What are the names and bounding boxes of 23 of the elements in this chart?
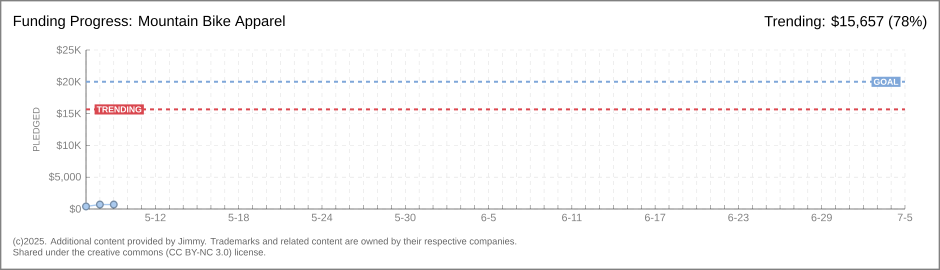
x-tick-label: 6-11 <box>562 214 582 222</box>
ref-line-label: GOAL <box>874 78 898 85</box>
y-axis-title: PLEDGED <box>32 108 40 152</box>
x-tick-label: 5-24 <box>312 214 332 222</box>
x-tick-label: 6-5 <box>481 214 496 222</box>
y-tick-label: $5,000 <box>48 172 81 182</box>
y-tick-label: $20K <box>56 77 82 86</box>
chart-subtitle: Trending: $15,657 (78%) <box>764 15 926 30</box>
text: (c)2025. Additional content provided by Jimmy. Trademarks and related content are owned by their respective companies. <box>13 238 516 246</box>
x-tick-label: 5-18 <box>228 214 249 222</box>
x-tick-label: 6-29 <box>812 214 832 222</box>
x-tick-label: 7-5 <box>898 214 912 222</box>
x-tick-label: 5-30 <box>395 214 416 222</box>
x-tick-label: 5-12 <box>145 214 166 222</box>
y-tick-label: $0 <box>70 204 81 214</box>
y-tick-label: $25K <box>56 46 82 54</box>
x-tick-label: 6-17 <box>644 214 666 222</box>
text: Shared under the creative commons (CC BY-NC 3.0) license. <box>13 248 266 258</box>
chart-title: Funding Progress: Mountain Bike Apparel <box>14 15 285 30</box>
ref-line-label: TRENDING <box>96 106 142 112</box>
y-tick-label: $10K <box>56 141 82 150</box>
x-tick-label: 6-23 <box>728 214 749 222</box>
y-tick-label: $15K <box>56 109 82 118</box>
